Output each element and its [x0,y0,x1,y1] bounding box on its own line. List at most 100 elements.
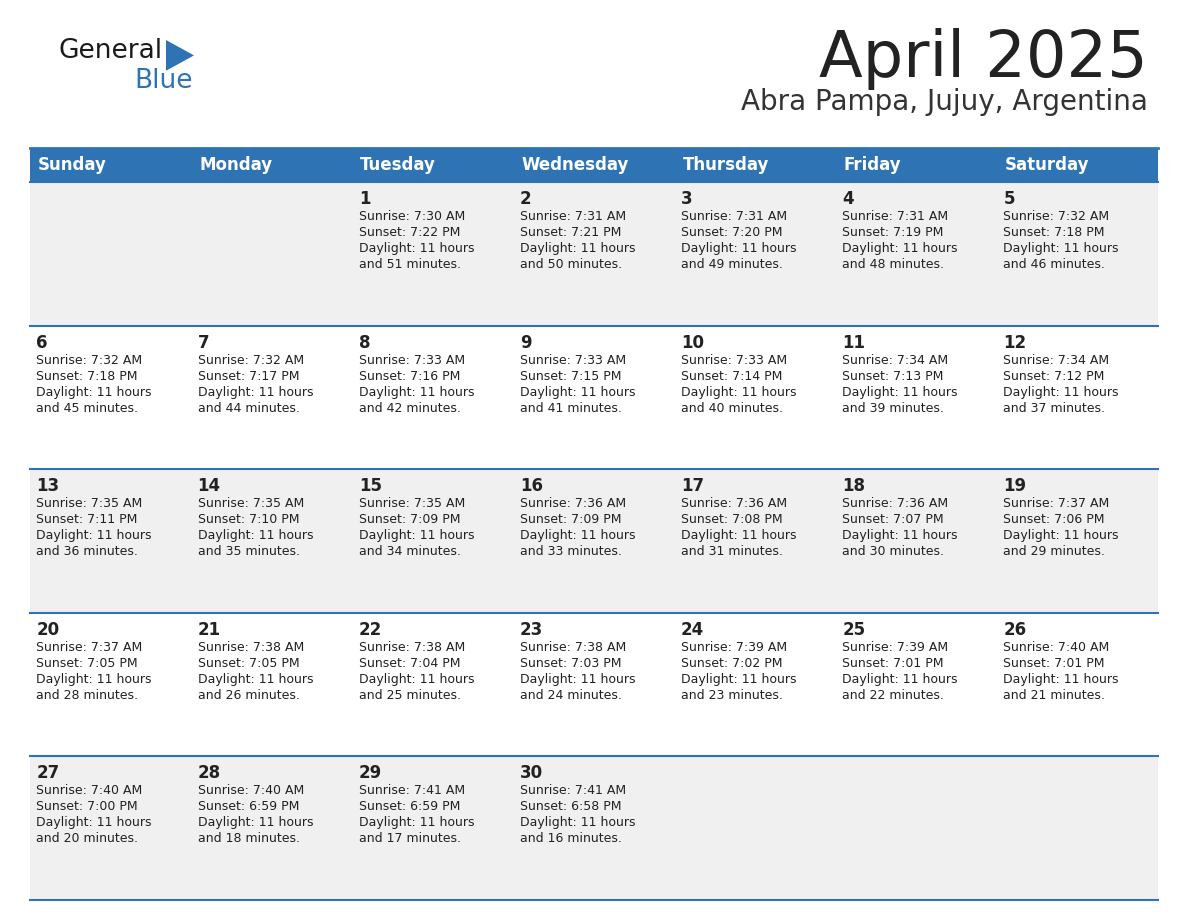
Text: Daylight: 11 hours: Daylight: 11 hours [37,673,152,686]
Text: Daylight: 11 hours: Daylight: 11 hours [1004,242,1119,255]
Text: Sunrise: 7:32 AM: Sunrise: 7:32 AM [197,353,304,366]
Text: Sunrise: 7:31 AM: Sunrise: 7:31 AM [520,210,626,223]
Text: Sunset: 7:05 PM: Sunset: 7:05 PM [37,656,138,670]
Text: Daylight: 11 hours: Daylight: 11 hours [37,816,152,829]
Text: and 24 minutes.: and 24 minutes. [520,688,621,701]
Text: and 36 minutes.: and 36 minutes. [37,545,138,558]
Bar [30,326,1158,469]
Text: Sunset: 7:19 PM: Sunset: 7:19 PM [842,226,943,239]
Text: Daylight: 11 hours: Daylight: 11 hours [197,816,314,829]
Text: Daylight: 11 hours: Daylight: 11 hours [520,529,636,543]
Text: and 21 minutes.: and 21 minutes. [1004,688,1105,701]
Bar [353,148,513,182]
Text: Daylight: 11 hours: Daylight: 11 hours [842,673,958,686]
Text: Daylight: 11 hours: Daylight: 11 hours [197,386,314,398]
Text: Sunset: 7:01 PM: Sunset: 7:01 PM [1004,656,1105,670]
Text: Daylight: 11 hours: Daylight: 11 hours [37,386,152,398]
Text: Sunrise: 7:30 AM: Sunrise: 7:30 AM [359,210,465,223]
Text: and 25 minutes.: and 25 minutes. [359,688,461,701]
Text: and 37 minutes.: and 37 minutes. [1004,401,1105,415]
Text: Tuesday: Tuesday [360,156,436,174]
Bar [30,182,1158,326]
Text: and 41 minutes.: and 41 minutes. [520,401,621,415]
Text: and 31 minutes.: and 31 minutes. [681,545,783,558]
Text: 3: 3 [681,190,693,208]
Text: 5: 5 [1004,190,1015,208]
Text: Daylight: 11 hours: Daylight: 11 hours [842,529,958,543]
Text: 8: 8 [359,333,371,352]
Text: and 44 minutes.: and 44 minutes. [197,401,299,415]
Text: 24: 24 [681,621,704,639]
Text: Sunday: Sunday [38,156,107,174]
Text: Sunset: 7:12 PM: Sunset: 7:12 PM [1004,370,1105,383]
Text: Sunset: 7:21 PM: Sunset: 7:21 PM [520,226,621,239]
Text: 18: 18 [842,477,865,495]
Text: 6: 6 [37,333,48,352]
Text: Daylight: 11 hours: Daylight: 11 hours [359,816,474,829]
Text: Sunrise: 7:41 AM: Sunrise: 7:41 AM [520,784,626,798]
Text: Daylight: 11 hours: Daylight: 11 hours [681,242,796,255]
Text: 16: 16 [520,477,543,495]
Text: 4: 4 [842,190,854,208]
Text: Sunset: 7:15 PM: Sunset: 7:15 PM [520,370,621,383]
Text: and 29 minutes.: and 29 minutes. [1004,545,1105,558]
Text: Sunrise: 7:34 AM: Sunrise: 7:34 AM [842,353,948,366]
Text: Sunrise: 7:40 AM: Sunrise: 7:40 AM [1004,641,1110,654]
Text: and 49 minutes.: and 49 minutes. [681,258,783,271]
Text: and 26 minutes.: and 26 minutes. [197,688,299,701]
Bar [835,148,997,182]
Text: and 35 minutes.: and 35 minutes. [197,545,299,558]
Text: and 18 minutes.: and 18 minutes. [197,833,299,845]
Text: Sunrise: 7:38 AM: Sunrise: 7:38 AM [520,641,626,654]
Text: 23: 23 [520,621,543,639]
Text: Sunrise: 7:41 AM: Sunrise: 7:41 AM [359,784,465,798]
Bar [513,148,675,182]
Text: Sunset: 7:18 PM: Sunset: 7:18 PM [37,370,138,383]
Text: 19: 19 [1004,477,1026,495]
Text: Sunset: 7:06 PM: Sunset: 7:06 PM [1004,513,1105,526]
Text: Sunrise: 7:39 AM: Sunrise: 7:39 AM [681,641,788,654]
Polygon shape [166,40,194,71]
Text: Daylight: 11 hours: Daylight: 11 hours [842,242,958,255]
Text: Sunset: 6:59 PM: Sunset: 6:59 PM [359,800,460,813]
Text: and 16 minutes.: and 16 minutes. [520,833,621,845]
Text: Daylight: 11 hours: Daylight: 11 hours [681,529,796,543]
Text: and 46 minutes.: and 46 minutes. [1004,258,1105,271]
Text: and 28 minutes.: and 28 minutes. [37,688,139,701]
Text: Sunset: 7:16 PM: Sunset: 7:16 PM [359,370,460,383]
Text: 27: 27 [37,765,59,782]
Bar [191,148,353,182]
Text: Sunset: 7:05 PM: Sunset: 7:05 PM [197,656,299,670]
Text: and 17 minutes.: and 17 minutes. [359,833,461,845]
Text: 20: 20 [37,621,59,639]
Bar [30,613,1158,756]
Text: Sunset: 7:04 PM: Sunset: 7:04 PM [359,656,460,670]
Text: Sunset: 7:20 PM: Sunset: 7:20 PM [681,226,783,239]
Text: Friday: Friday [843,156,902,174]
Text: and 45 minutes.: and 45 minutes. [37,401,139,415]
Text: Sunset: 7:02 PM: Sunset: 7:02 PM [681,656,783,670]
Text: Sunset: 7:07 PM: Sunset: 7:07 PM [842,513,943,526]
Text: Sunrise: 7:32 AM: Sunrise: 7:32 AM [1004,210,1110,223]
Text: Daylight: 11 hours: Daylight: 11 hours [197,529,314,543]
Text: April 2025: April 2025 [820,28,1148,90]
Text: 12: 12 [1004,333,1026,352]
Text: 1: 1 [359,190,371,208]
Text: 17: 17 [681,477,704,495]
Text: Daylight: 11 hours: Daylight: 11 hours [520,816,636,829]
Text: Daylight: 11 hours: Daylight: 11 hours [520,673,636,686]
Text: Sunrise: 7:40 AM: Sunrise: 7:40 AM [37,784,143,798]
Text: Daylight: 11 hours: Daylight: 11 hours [359,673,474,686]
Text: Sunrise: 7:38 AM: Sunrise: 7:38 AM [359,641,465,654]
Text: Sunrise: 7:36 AM: Sunrise: 7:36 AM [842,498,948,510]
Text: Sunrise: 7:33 AM: Sunrise: 7:33 AM [681,353,788,366]
Text: 26: 26 [1004,621,1026,639]
Text: Saturday: Saturday [1005,156,1089,174]
Text: Daylight: 11 hours: Daylight: 11 hours [842,386,958,398]
Text: Sunset: 7:11 PM: Sunset: 7:11 PM [37,513,138,526]
Text: General: General [58,38,162,64]
Text: Sunrise: 7:35 AM: Sunrise: 7:35 AM [197,498,304,510]
Text: Sunrise: 7:34 AM: Sunrise: 7:34 AM [1004,353,1110,366]
Text: Sunset: 6:59 PM: Sunset: 6:59 PM [197,800,299,813]
Text: Sunrise: 7:33 AM: Sunrise: 7:33 AM [520,353,626,366]
